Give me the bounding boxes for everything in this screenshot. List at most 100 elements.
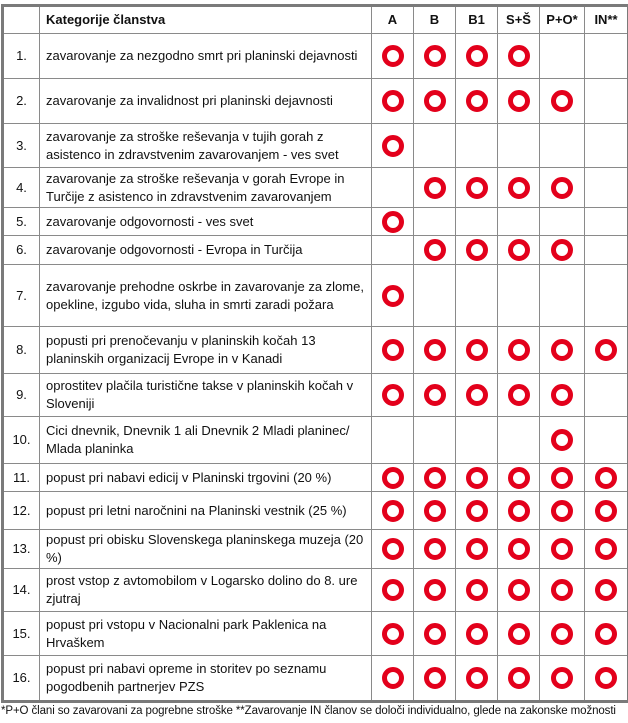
included-ring-icon [465, 90, 488, 112]
benefit-cell [413, 326, 456, 374]
benefit-cell [455, 167, 498, 208]
benefit-cell [455, 207, 498, 236]
benefit-cell [497, 326, 540, 374]
benefit-cell [584, 235, 628, 265]
table-row: 11. popust pri nabavi edicij v Planinski … [2, 463, 628, 492]
benefit-cell [371, 463, 414, 492]
included-ring-icon [507, 339, 530, 361]
benefit-cell [539, 491, 585, 530]
included-ring-icon [465, 239, 488, 261]
table-row: 3. zavarovanje za stroške reševanja v tuj… [2, 123, 628, 168]
row-number: 12. [2, 491, 40, 530]
included-ring-icon [507, 384, 530, 406]
benefit-cell [371, 491, 414, 530]
header-category: Kategorije članstva [39, 5, 372, 34]
included-ring-icon [381, 134, 404, 157]
included-ring-icon [381, 538, 404, 560]
benefit-cell [539, 78, 585, 124]
row-number: 11. [2, 463, 40, 492]
benefit-cell [539, 207, 585, 236]
benefit-cell [497, 611, 540, 656]
benefit-cell [413, 655, 456, 702]
benefit-cell [371, 207, 414, 236]
included-ring-icon [507, 45, 530, 67]
header-col-a: A [371, 5, 414, 34]
row-number: 15. [2, 611, 40, 656]
row-description: popust pri nabavi edicij v Planinski trg… [39, 463, 372, 492]
table-row: 6. zavarovanje odgovornosti - Evropa in T… [2, 235, 628, 265]
included-ring-icon [465, 667, 488, 689]
header-col-b1: B1 [455, 5, 498, 34]
benefit-cell [371, 326, 414, 374]
benefit-cell [539, 33, 585, 79]
benefit-cell [455, 416, 498, 464]
benefit-cell [371, 167, 414, 208]
included-ring-icon [551, 622, 573, 645]
benefit-cell [584, 167, 628, 208]
benefit-cell [539, 611, 585, 656]
row-number: 8. [2, 326, 40, 374]
benefit-cell [497, 529, 540, 569]
benefit-cell [584, 568, 628, 612]
benefit-cell [497, 123, 540, 168]
table-row: 2. zavarovanje za invalidnost pri planins… [2, 78, 628, 124]
benefit-cell [455, 235, 498, 265]
included-ring-icon [423, 339, 446, 361]
table-row: 12. popust pri letni naročnini na Planins… [2, 491, 628, 530]
benefit-cell [584, 611, 628, 656]
header-col-p-o: P+O* [539, 5, 585, 34]
benefit-cell [497, 78, 540, 124]
row-description: popust pri obisku Slovenskega planinskeg… [39, 529, 372, 569]
included-ring-icon [551, 667, 573, 689]
benefit-cell [497, 491, 540, 530]
included-ring-icon [465, 622, 488, 645]
benefit-cell [497, 167, 540, 208]
benefit-cell [413, 529, 456, 569]
header-num [2, 5, 40, 34]
benefit-cell [497, 416, 540, 464]
benefit-cell [584, 326, 628, 374]
row-description: popust pri nabavi opreme in storitev po … [39, 655, 372, 702]
benefit-cell [455, 33, 498, 79]
benefit-cell [413, 78, 456, 124]
benefit-cell [497, 235, 540, 265]
included-ring-icon [507, 176, 530, 199]
row-description: popust pri vstopu v Nacionalni park Pakl… [39, 611, 372, 656]
included-ring-icon [507, 239, 530, 261]
benefit-cell [497, 463, 540, 492]
included-ring-icon [507, 466, 530, 489]
included-ring-icon [423, 499, 446, 522]
included-ring-icon [381, 579, 404, 601]
benefit-cell [455, 463, 498, 492]
benefit-cell [455, 373, 498, 417]
benefit-cell [584, 78, 628, 124]
included-ring-icon [465, 176, 488, 199]
included-ring-icon [465, 579, 488, 601]
benefit-cell [584, 373, 628, 417]
benefit-cell [584, 207, 628, 236]
included-ring-icon [423, 667, 446, 689]
benefit-cell [371, 611, 414, 656]
included-ring-icon [465, 499, 488, 522]
benefit-cell [584, 123, 628, 168]
included-ring-icon [595, 538, 617, 560]
benefit-cell [497, 207, 540, 236]
included-ring-icon [595, 466, 617, 489]
benefit-cell [371, 33, 414, 79]
benefit-cell [413, 235, 456, 265]
included-ring-icon [551, 499, 573, 522]
table-row: 4. zavarovanje za stroške reševanja v gor… [2, 167, 628, 208]
included-ring-icon [551, 429, 573, 451]
included-ring-icon [595, 339, 617, 361]
included-ring-icon [423, 90, 446, 112]
included-ring-icon [595, 667, 617, 689]
included-ring-icon [381, 339, 404, 361]
row-description: popust pri letni naročnini na Planinski … [39, 491, 372, 530]
included-ring-icon [423, 579, 446, 601]
included-ring-icon [507, 90, 530, 112]
benefit-cell [455, 655, 498, 702]
row-description: zavarovanje prehodne oskrbe in zavarovan… [39, 264, 372, 327]
included-ring-icon [595, 499, 617, 522]
table-row: 13. popust pri obisku Slovenskega planins… [2, 529, 628, 569]
benefit-cell [539, 463, 585, 492]
